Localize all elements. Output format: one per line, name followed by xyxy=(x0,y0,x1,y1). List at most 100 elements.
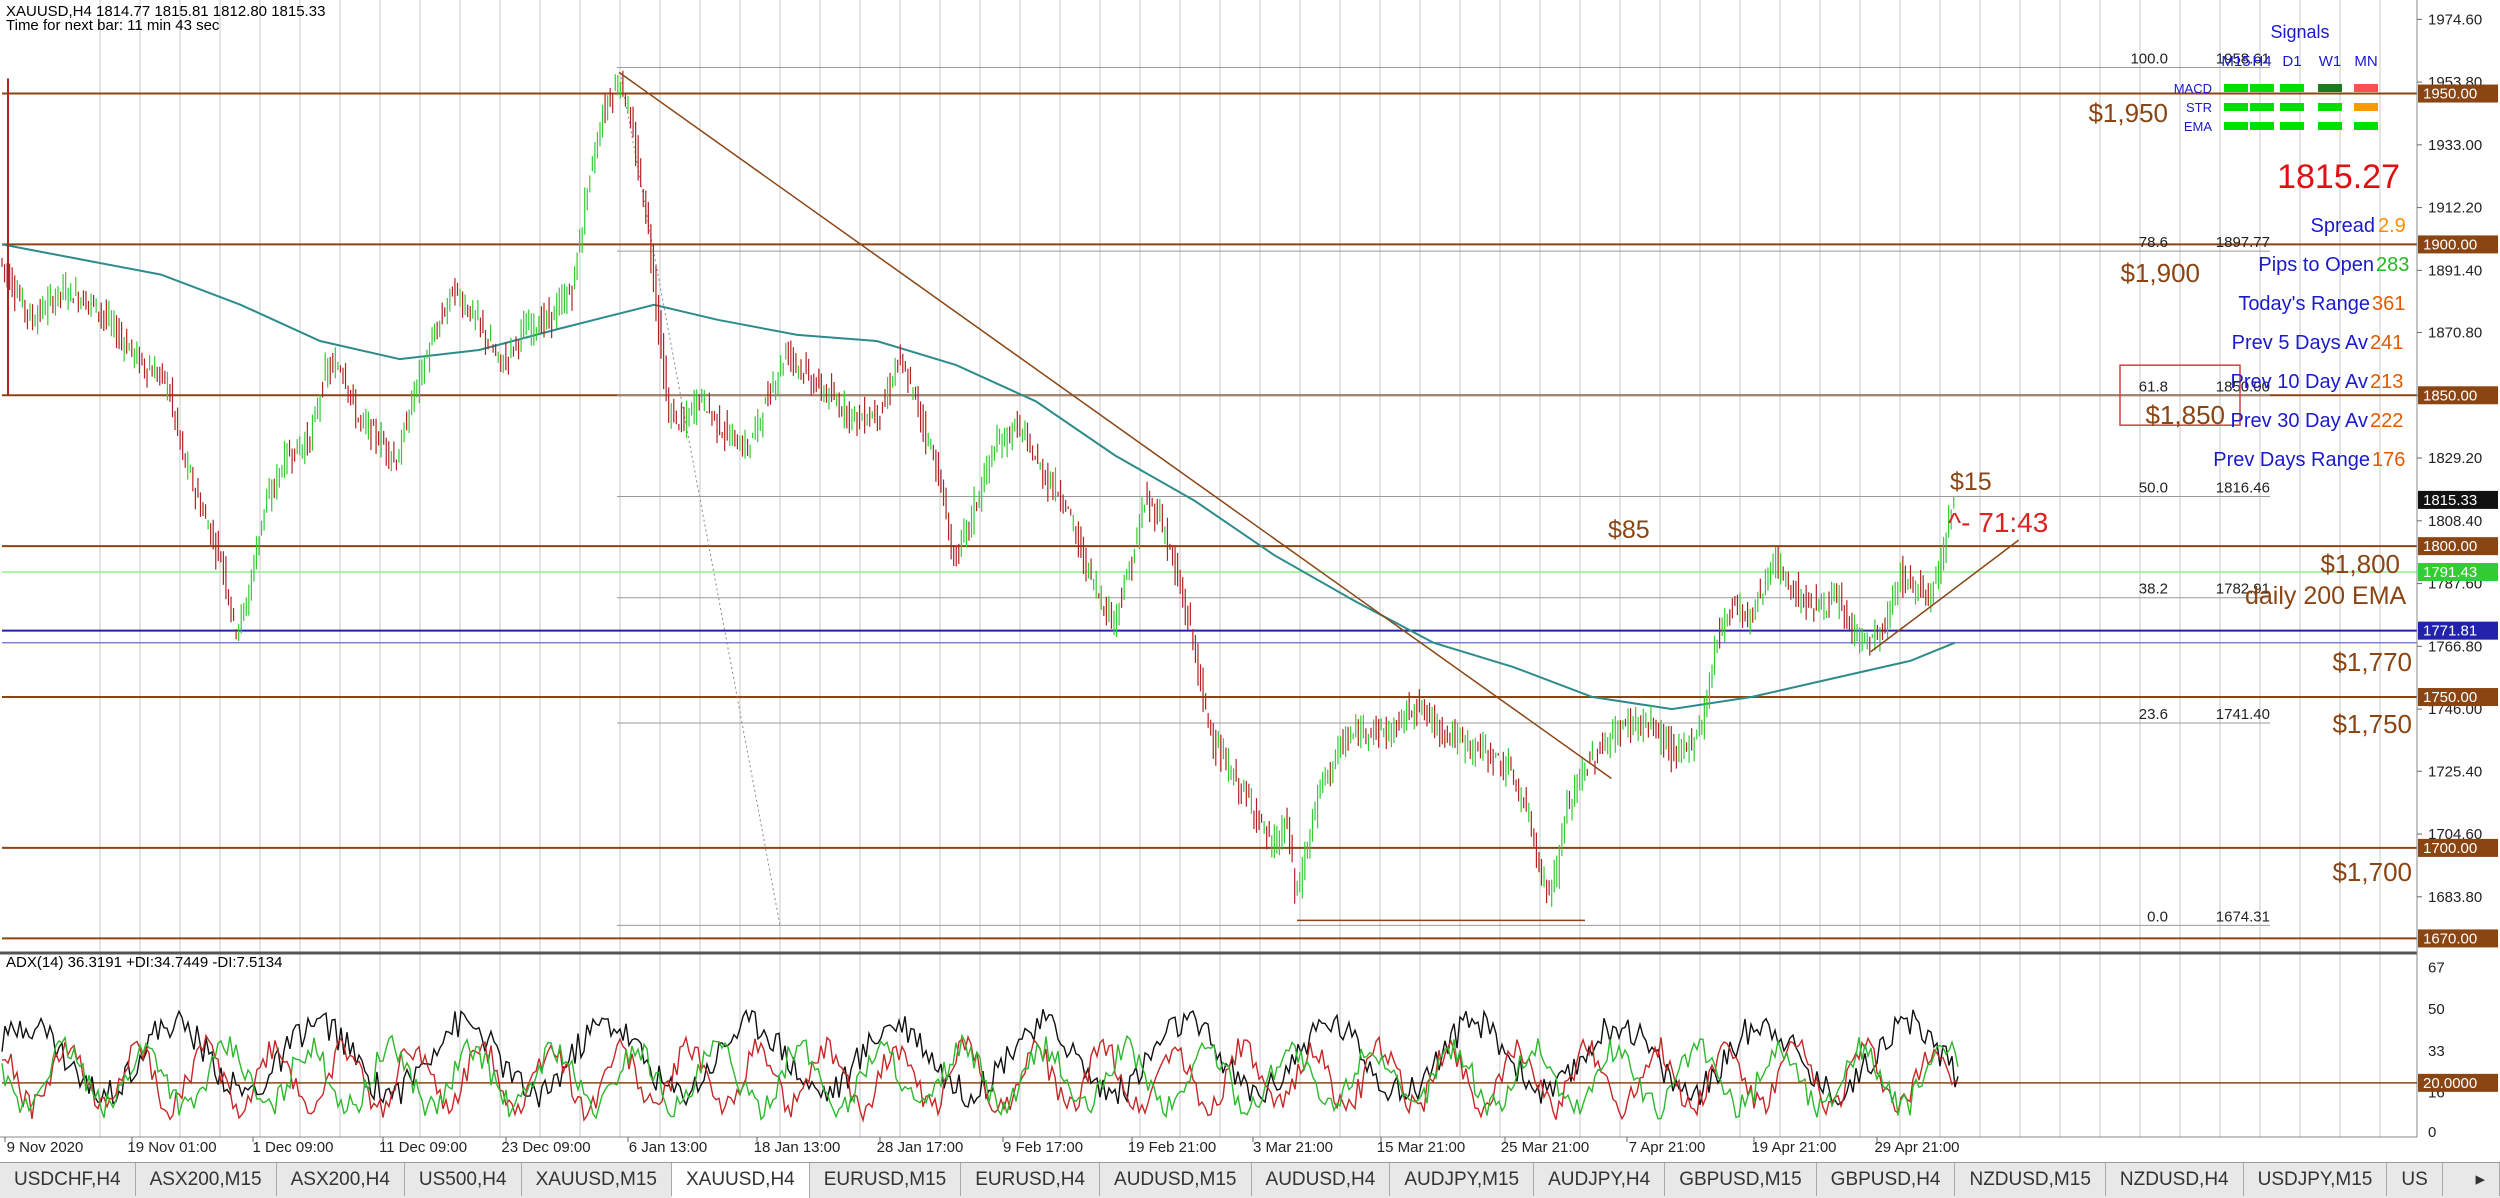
today-range-label: Today's Range xyxy=(2238,293,2370,315)
minus-di-line xyxy=(1,1033,1959,1123)
adx-tick-label: 67 xyxy=(2428,959,2445,976)
signal-column: D1 xyxy=(2282,53,2301,70)
x-tick-label: 11 Dec 09:00 xyxy=(379,1139,467,1156)
fib-price: 1816.46 xyxy=(2216,479,2270,496)
level-label: $1,900 xyxy=(2120,258,2200,288)
level-price-tag-bg xyxy=(2418,621,2498,640)
x-tick-label: 29 Apr 21:00 xyxy=(1874,1139,1959,1156)
x-tick-label: 19 Feb 21:00 xyxy=(1128,1139,1216,1156)
price-chart[interactable]: 100.0 1958.61 78.6 1897.77 61.8 1850.00 50.0 18… xyxy=(0,0,2500,1162)
tab-us[interactable]: US xyxy=(2387,1163,2443,1196)
y-tick-label: 1725.40 xyxy=(2428,763,2482,780)
x-tick-label: 1 Dec 09:00 xyxy=(253,1139,334,1156)
plus-di-line xyxy=(1,1033,1959,1121)
tab-xauusd-m15[interactable]: XAUUSD,M15 xyxy=(522,1163,672,1196)
x-tick-label: 9 Nov 2020 xyxy=(7,1139,84,1156)
signal-cell xyxy=(2224,103,2248,111)
fib-price: 1850.00 xyxy=(2216,378,2270,395)
fib-level: 78.6 xyxy=(2139,234,2168,251)
tab-usdjpy-m15[interactable]: USDJPY,M15 xyxy=(2244,1163,2388,1196)
tab-asx200-m15[interactable]: ASX200,M15 xyxy=(136,1163,277,1196)
signal-cell xyxy=(2354,122,2378,130)
spread-value: 2.9 xyxy=(2378,215,2406,237)
level-price-tag: 1670.00 xyxy=(2423,930,2477,947)
tab-eurusd-m15[interactable]: EURUSD,M15 xyxy=(810,1163,962,1196)
level-price-tag: 1800.00 xyxy=(2423,538,2477,555)
fib-level: 0.0 xyxy=(2147,908,2168,925)
y-tick-label: 1912.20 xyxy=(2428,200,2482,217)
x-tick-label: 3 Mar 21:00 xyxy=(1253,1139,1333,1156)
pips-value: 283 xyxy=(2376,254,2409,276)
downtrend-line xyxy=(618,71,1612,780)
signal-cell xyxy=(2250,84,2274,92)
adx-panel xyxy=(1,1008,2417,1123)
fib-level: 61.8 xyxy=(2139,378,2168,395)
tab-xauusd-h4[interactable]: XAUUSD,H4 xyxy=(671,1163,810,1198)
tab-gbpusd-m15[interactable]: GBPUSD,M15 xyxy=(1665,1163,1817,1196)
y-tick-label: 1974.60 xyxy=(2428,11,2482,28)
signal-cell xyxy=(2280,103,2304,111)
prev5-label: Prev 5 Days Av xyxy=(2232,332,2368,354)
signals-title: Signals xyxy=(2270,22,2329,42)
ema-line xyxy=(1,243,1956,711)
level-labels: $1,950 $1,900 $1,850 $1,800 $1,770 $1,750 $1,7… xyxy=(2088,98,2412,887)
tab-audjpy-h4[interactable]: AUDJPY,H4 xyxy=(1534,1163,1666,1196)
ema-curve xyxy=(1,243,1956,711)
x-tick-label: 23 Dec 09:00 xyxy=(501,1139,590,1156)
trendlines xyxy=(0,0,2418,1138)
current-price-tag-bg xyxy=(2418,490,2498,509)
fib-level: 100.0 xyxy=(2130,51,2168,68)
y-tick-label: 1704.60 xyxy=(2428,826,2482,843)
spread-label: Spread xyxy=(2311,215,2376,237)
signal-row-label: EMA xyxy=(2184,119,2213,134)
prevdays-label: Prev Days Range xyxy=(2213,449,2370,471)
price-axis: 1974.601953.801933.001912.201891.401870.… xyxy=(2417,11,2498,1141)
tab-gbpusd-h4[interactable]: GBPUSD,H4 xyxy=(1817,1163,1956,1196)
fib-level: 38.2 xyxy=(2139,581,2168,598)
signal-cell xyxy=(2250,122,2274,130)
signals-panel: Signals M15 H4 D1 W1 MN MACD STR EMA xyxy=(2174,22,2378,134)
fib-price: 1958.61 xyxy=(2216,51,2270,68)
tab-audusd-h4[interactable]: AUDUSD,H4 xyxy=(1252,1163,1391,1196)
level-price-tag: 1750.00 xyxy=(2423,689,2477,706)
ema-price-tag: 1791.43 xyxy=(2423,564,2477,581)
signal-cell xyxy=(2280,84,2304,92)
tab-nzdusd-h4[interactable]: NZDUSD,H4 xyxy=(2106,1163,2244,1196)
level-price-tag-bg xyxy=(2418,235,2498,254)
tab-asx200-h4[interactable]: ASX200,H4 xyxy=(277,1163,405,1196)
fib-level: 23.6 xyxy=(2139,706,2168,723)
tab-nzdusd-m15[interactable]: NZDUSD,M15 xyxy=(1955,1163,2106,1196)
adx-title: ADX(14) 36.3191 +DI:34.7449 -DI:7.5134 xyxy=(6,954,282,971)
x-tick-label: 7 Apr 21:00 xyxy=(1629,1139,1706,1156)
level-label: $1,700 xyxy=(2332,857,2412,887)
adx-tick-label: 0 xyxy=(2428,1124,2436,1141)
tab-scroll-icon[interactable]: ▸ xyxy=(2461,1163,2500,1196)
x-tick-label: 25 Mar 21:00 xyxy=(1501,1139,1589,1156)
bar-timer: Time for next bar: 11 min 43 sec xyxy=(6,17,220,34)
x-tick-label: 19 Nov 01:00 xyxy=(127,1139,216,1156)
prev10-label: Prev 10 Day Av xyxy=(2231,371,2368,393)
signal-row-label: MACD xyxy=(2174,81,2212,96)
tab-us500-h4[interactable]: US500,H4 xyxy=(405,1163,522,1196)
x-tick-label: 28 Jan 17:00 xyxy=(877,1139,964,1156)
tab-usdchf-h4[interactable]: USDCHF,H4 xyxy=(0,1163,136,1196)
time-axis: 9 Nov 2020 19 Nov 01:00 1 Dec 09:00 11 Dec … xyxy=(4,1137,1960,1156)
today-range-value: 361 xyxy=(2372,293,2405,315)
adx-level-tag: 20.0000 xyxy=(2423,1075,2477,1092)
tab-audjpy-m15[interactable]: AUDJPY,M15 xyxy=(1390,1163,1535,1196)
signal-cell xyxy=(2250,103,2274,111)
move-15-label: $15 xyxy=(1950,468,1992,496)
level-price-tag: 1900.00 xyxy=(2423,236,2477,253)
y-tick-label: 1766.80 xyxy=(2428,638,2482,655)
prev10-value: 213 xyxy=(2370,371,2403,393)
current-price-tag: 1815.33 xyxy=(2423,492,2477,509)
signal-column: MN xyxy=(2354,53,2377,70)
tab-audusd-m15[interactable]: AUDUSD,M15 xyxy=(1100,1163,1252,1196)
countdown-label: ^- 71:43 xyxy=(1948,507,2048,538)
tab-eurusd-h4[interactable]: EURUSD,H4 xyxy=(961,1163,1101,1196)
level-price-tag: 1950.00 xyxy=(2423,86,2477,103)
level-label: $1,750 xyxy=(2332,709,2412,739)
ema-label: daily 200 EMA xyxy=(2245,582,2407,610)
chart-grid xyxy=(99,0,2381,1137)
adx-level-tag-bg xyxy=(2418,1073,2498,1092)
